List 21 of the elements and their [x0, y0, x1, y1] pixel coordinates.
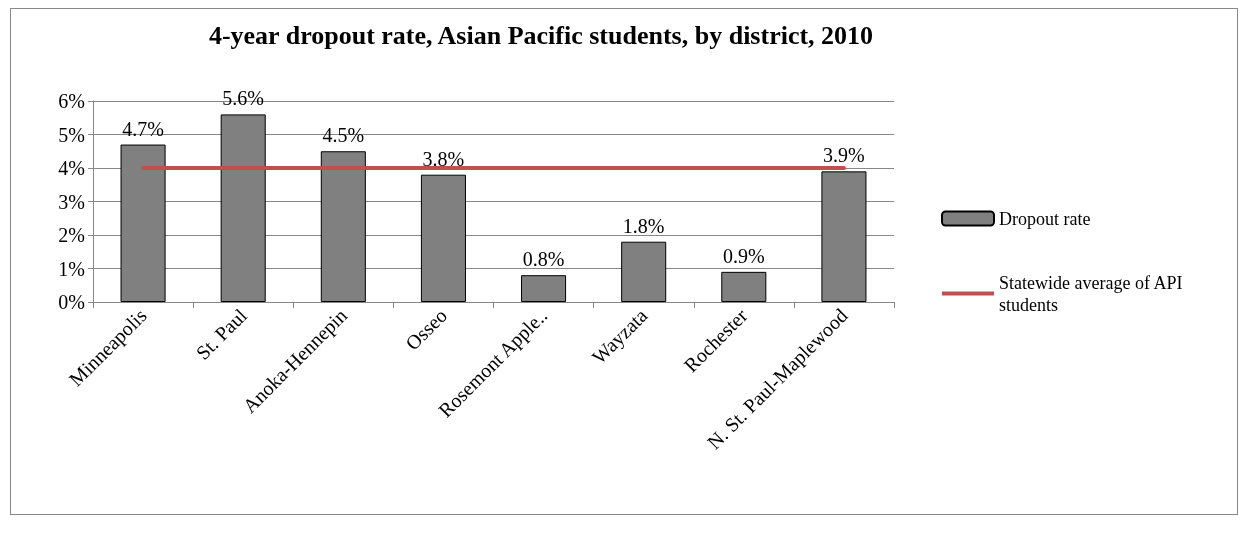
- data-label: 3.8%: [422, 147, 465, 170]
- y-tick-label: 1%: [58, 257, 85, 280]
- data-label: 5.6%: [222, 87, 265, 110]
- chart-title: 4-year dropout rate, Asian Pacific students, by district, 2010: [208, 20, 874, 50]
- bar: [521, 275, 567, 302]
- y-tick-label: 2%: [58, 224, 85, 246]
- data-label: 0.8%: [522, 248, 565, 271]
- legend-label: Dropout rate: [999, 208, 1091, 229]
- x-tick-label: St. Paul: [191, 303, 252, 364]
- data-label: 1.8%: [622, 214, 665, 237]
- y-tick-label: 4%: [58, 157, 85, 179]
- data-label: 4.7%: [122, 117, 164, 140]
- data-label: 4.5%: [322, 124, 365, 147]
- y-tick-label: 5%: [58, 123, 85, 146]
- y-tick-label: 6%: [58, 90, 85, 112]
- data-label: 0.9%: [722, 244, 765, 267]
- bar: [721, 271, 767, 302]
- y-tick-label: 3%: [58, 190, 85, 213]
- data-label: 3.9%: [823, 144, 865, 167]
- legend-label: Statewide average of API students: [999, 272, 1187, 315]
- y-tick-label: 0%: [58, 291, 85, 313]
